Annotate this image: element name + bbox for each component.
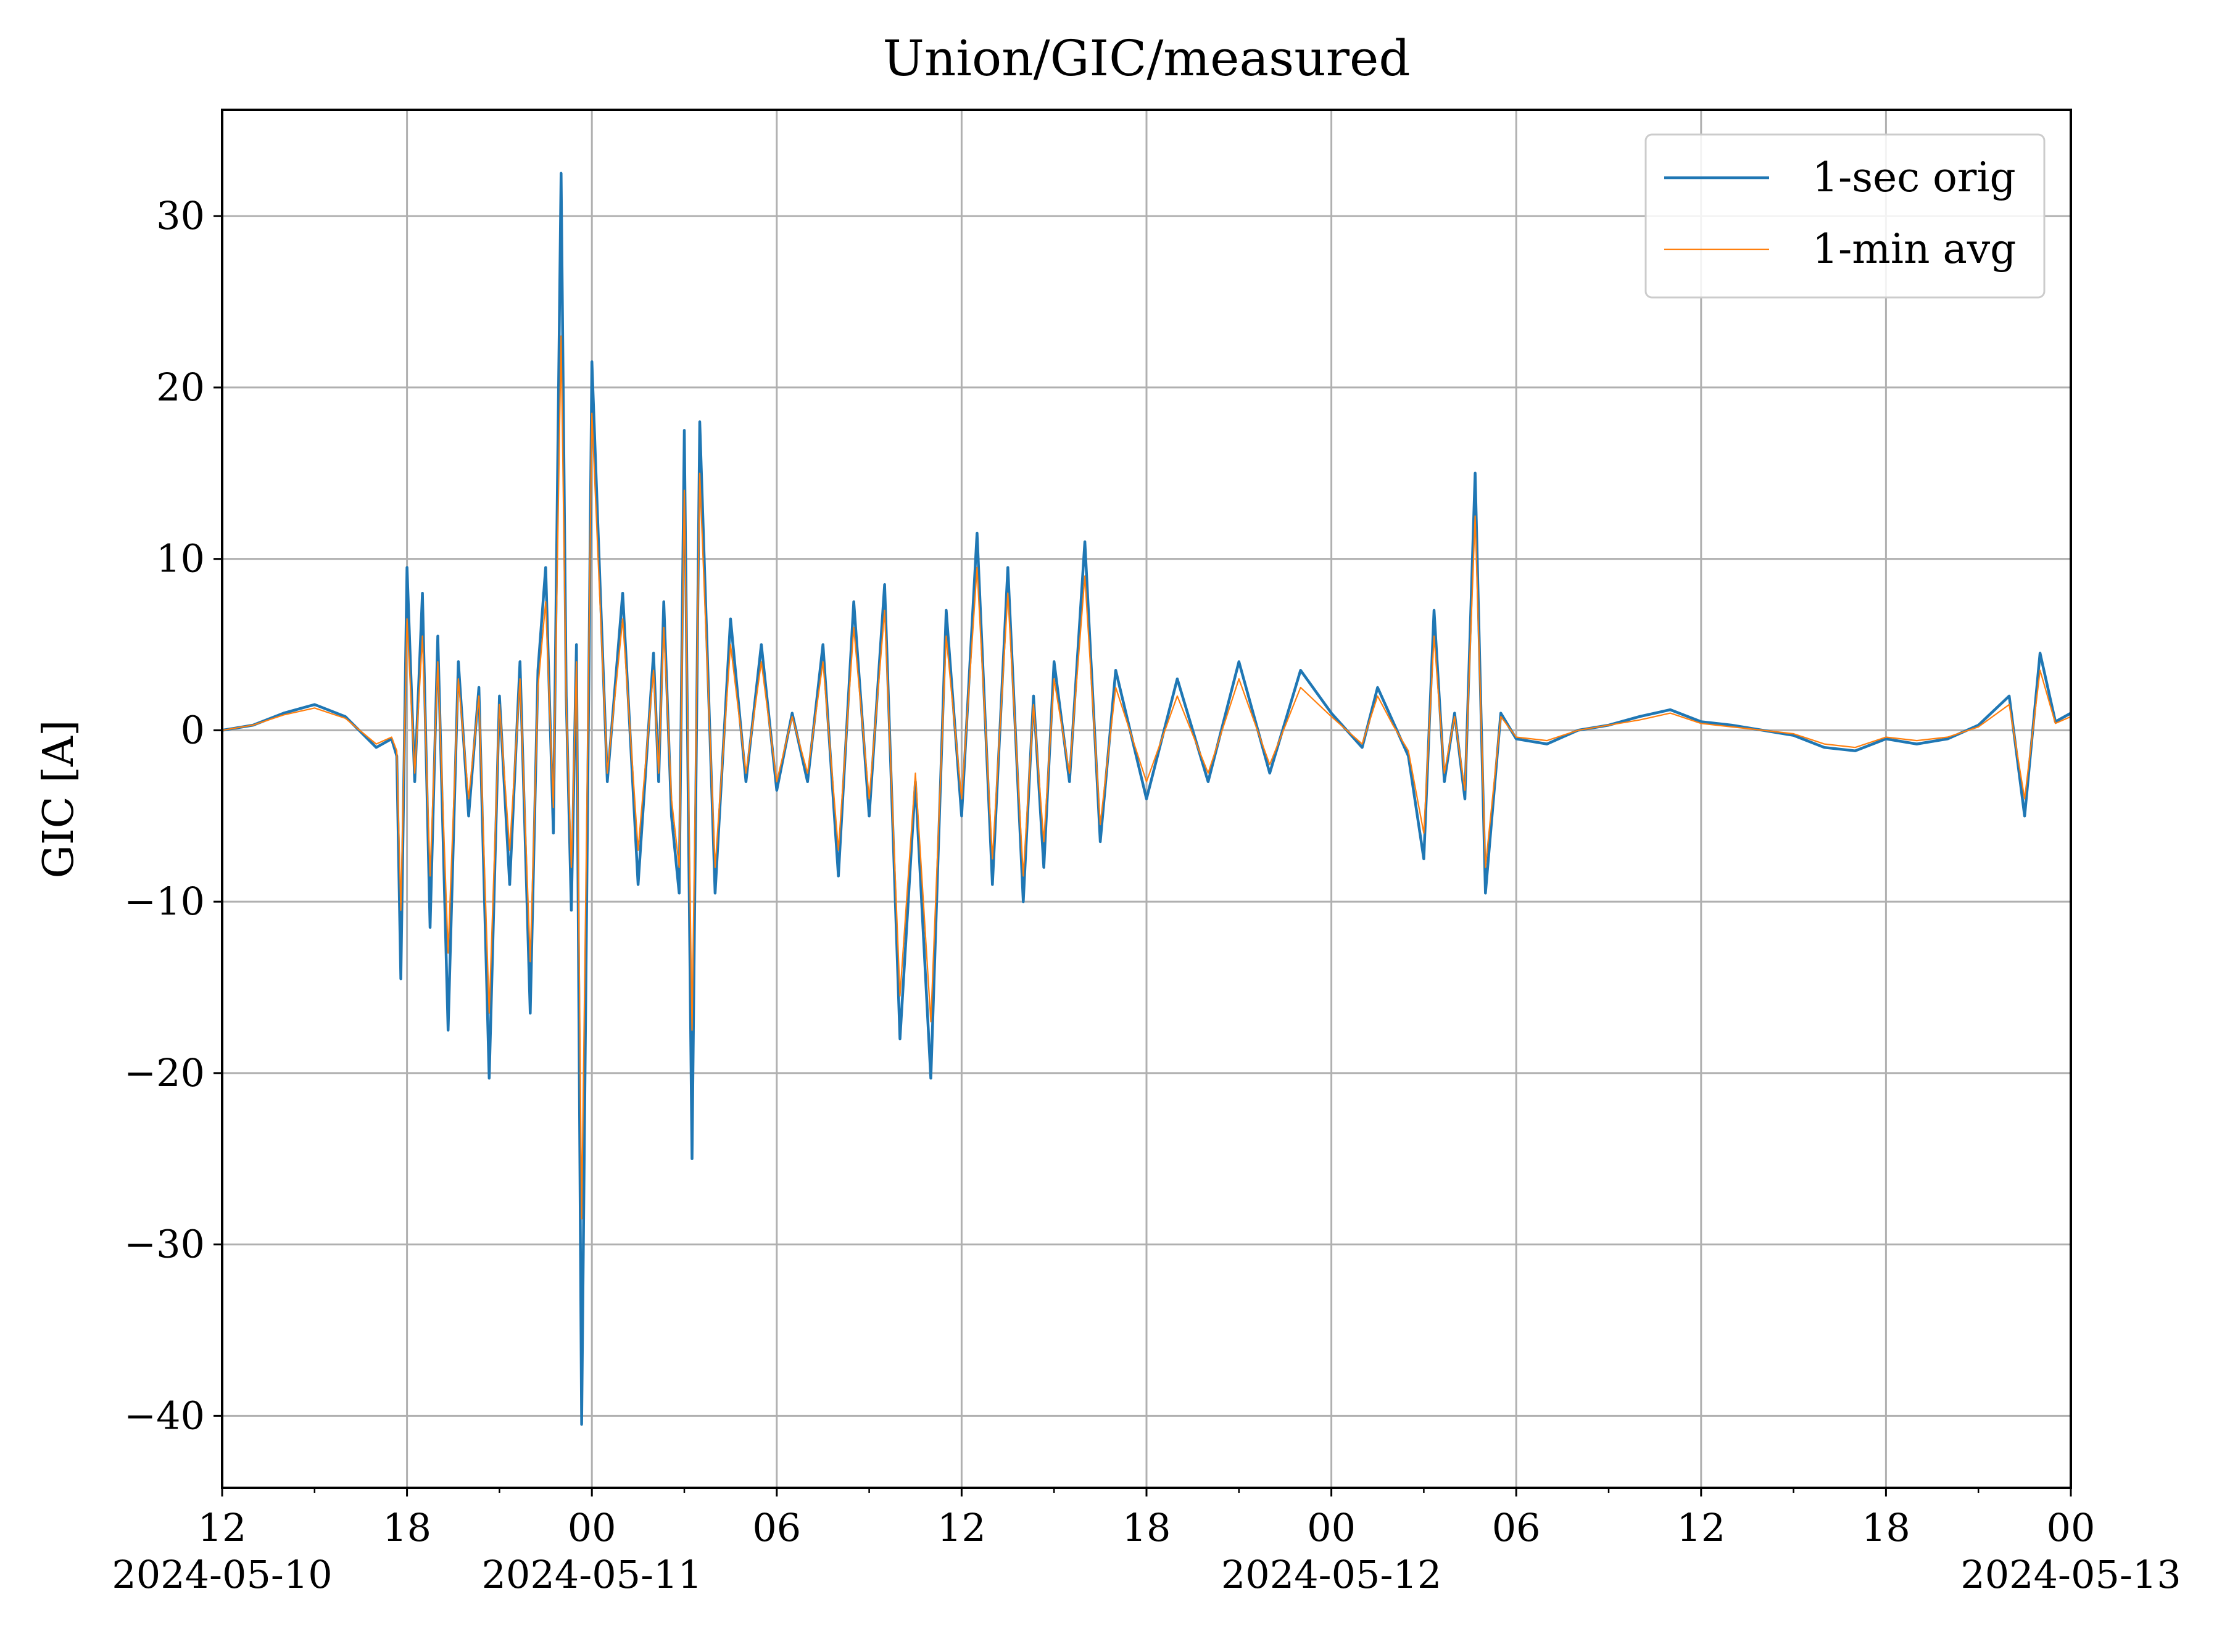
x-tick-label: 00 [568,1505,616,1550]
x-tick-date-label: 2024-05-12 [1221,1552,1441,1597]
y-tick-label: 20 [156,365,205,410]
y-tick-label: −10 [124,879,205,924]
x-tick-label: 18 [1122,1505,1171,1550]
legend-label-2: 1-min avg [1812,225,2016,273]
series-group [222,172,2072,1426]
x-tick-label: 18 [1862,1505,1910,1550]
x-tick-date-label: 2024-05-13 [1960,1552,2181,1597]
x-tick-date-label: 2024-05-11 [481,1552,702,1597]
x-tick-date-label: 2024-05-10 [112,1552,332,1597]
series-line-1 [222,172,2072,1426]
x-tick-label: 00 [2047,1505,2096,1550]
x-tick-label: 18 [383,1505,431,1550]
y-axis-label: GIC [A] [35,720,83,879]
y-tick-label: 0 [181,707,205,752]
chart-title: Union/GIC/measured [882,30,1410,87]
x-tick-label: 12 [198,1505,247,1550]
legend-label-1: 1-sec orig [1812,154,2016,201]
y-tick-label: −20 [124,1050,205,1095]
legend: 1-sec orig 1-min avg [1644,133,2046,299]
y-tick-label: 10 [156,536,205,581]
x-tick-label: 12 [1677,1505,1725,1550]
series-line-2 [222,335,2071,1220]
x-tick-label: 06 [1492,1505,1541,1550]
x-tick-label: 06 [752,1505,801,1550]
y-tick-label: 30 [156,193,205,238]
legend-box [1644,133,2046,299]
y-tick-label: −30 [124,1222,205,1267]
y-tick-label: −40 [124,1393,205,1438]
x-tick-label: 00 [1307,1505,1356,1550]
x-tick-label: 12 [937,1505,986,1550]
